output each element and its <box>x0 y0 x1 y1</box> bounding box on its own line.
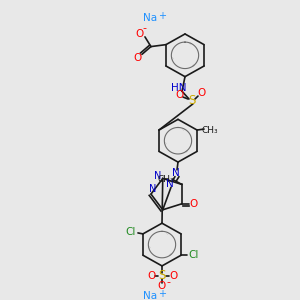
Text: O: O <box>148 271 156 281</box>
Text: +: + <box>158 11 166 20</box>
Text: Cl: Cl <box>126 227 136 237</box>
Text: N: N <box>166 179 174 189</box>
Text: O: O <box>169 271 177 281</box>
Text: N: N <box>172 168 180 178</box>
Text: -: - <box>166 278 170 287</box>
Text: CH₃: CH₃ <box>158 175 174 184</box>
Text: O: O <box>197 88 205 98</box>
Text: O: O <box>158 281 166 291</box>
Text: S: S <box>158 269 166 282</box>
Text: -: - <box>143 23 147 33</box>
Text: CH₃: CH₃ <box>202 125 218 134</box>
Text: Na: Na <box>143 14 157 23</box>
Text: O: O <box>134 53 142 63</box>
Text: O: O <box>136 29 144 39</box>
Text: N: N <box>149 184 157 194</box>
Text: N: N <box>154 172 161 182</box>
Text: +: + <box>158 289 166 299</box>
Text: HN: HN <box>171 83 187 93</box>
Text: Cl: Cl <box>189 250 199 260</box>
Text: O: O <box>175 90 183 100</box>
Text: Na: Na <box>143 291 157 300</box>
Text: O: O <box>190 199 198 209</box>
Text: S: S <box>188 94 196 107</box>
